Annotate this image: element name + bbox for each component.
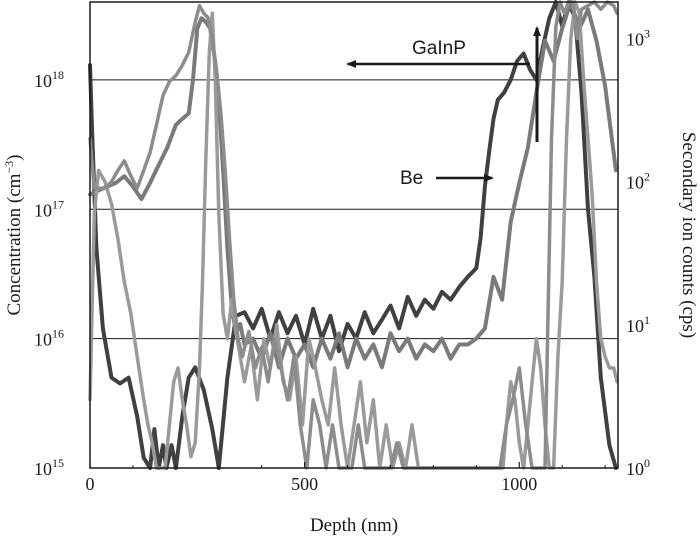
x-tick-label-500: 500 — [291, 474, 318, 494]
plot-frame — [89, 1, 619, 469]
right-tick-label-2: 102 — [626, 170, 650, 193]
right-tick-label-1: 101 — [626, 313, 650, 336]
left-tick-label-17: 1017 — [34, 197, 64, 220]
right-axis-title: Secondary ion counts (cps) — [678, 132, 699, 338]
annotation-be: Be — [400, 168, 423, 189]
x-axis-title: Depth (nm) — [310, 515, 398, 536]
annotation-gainp: GaInP — [412, 38, 466, 59]
left-axis-ticks: 1015 1016 1017 1018 — [34, 68, 64, 479]
series-line-2 — [88, 0, 618, 370]
right-axis-ticks: 100 101 102 103 — [626, 27, 650, 479]
gridlines — [90, 79, 618, 340]
left-axis-title: Concentration (cm−3) — [2, 154, 25, 315]
left-tick-label-16: 1016 — [34, 327, 64, 350]
left-tick-label-15: 1015 — [34, 456, 64, 479]
left-tick-label-18: 1018 — [34, 68, 64, 91]
x-tick-label-0: 0 — [86, 474, 95, 494]
x-tick-label-1000: 1000 — [501, 474, 537, 494]
right-tick-label-3: 103 — [626, 27, 650, 50]
right-tick-label-0: 100 — [626, 456, 650, 479]
x-axis-ticks: 0 500 1000 — [86, 462, 606, 494]
